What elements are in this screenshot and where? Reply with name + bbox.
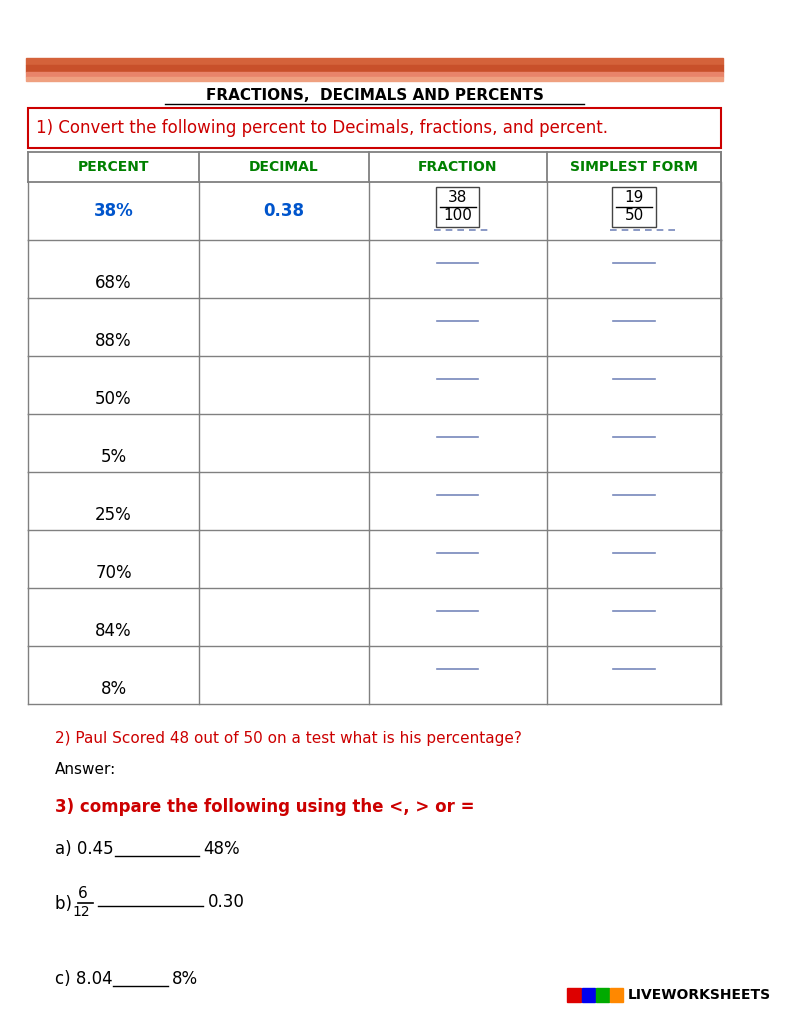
Text: 100: 100 bbox=[443, 209, 472, 223]
Text: 38: 38 bbox=[448, 190, 467, 206]
Bar bbox=[596, 988, 609, 1002]
Text: a) 0.45: a) 0.45 bbox=[55, 840, 113, 858]
Bar bbox=[26, 77, 723, 81]
Text: b): b) bbox=[55, 895, 77, 913]
Text: 1) Convert the following percent to Decimals, fractions, and percent.: 1) Convert the following percent to Deci… bbox=[36, 119, 608, 137]
Bar bbox=[26, 58, 723, 65]
Text: 3) compare the following using the <, > or =: 3) compare the following using the <, > … bbox=[55, 798, 474, 816]
Text: c) 8.04: c) 8.04 bbox=[55, 970, 113, 988]
Text: 0.30: 0.30 bbox=[208, 893, 245, 911]
Text: PERCENT: PERCENT bbox=[78, 160, 149, 174]
Text: 70%: 70% bbox=[95, 564, 132, 582]
Text: 8%: 8% bbox=[172, 970, 198, 988]
Text: 88%: 88% bbox=[95, 332, 132, 350]
Text: 2) Paul Scored 48 out of 50 on a test what is his percentage?: 2) Paul Scored 48 out of 50 on a test wh… bbox=[55, 731, 522, 746]
Text: SIMPLEST FORM: SIMPLEST FORM bbox=[570, 160, 698, 174]
Bar bbox=[436, 187, 480, 227]
Text: 38%: 38% bbox=[94, 202, 133, 220]
Bar bbox=[26, 65, 723, 72]
Bar bbox=[29, 108, 722, 148]
Bar bbox=[581, 988, 595, 1002]
Text: FRACTION: FRACTION bbox=[418, 160, 497, 174]
Text: 8%: 8% bbox=[101, 680, 127, 698]
Text: 19: 19 bbox=[624, 190, 644, 206]
Text: FRACTIONS,  DECIMALS AND PERCENTS: FRACTIONS, DECIMALS AND PERCENTS bbox=[205, 88, 543, 103]
Text: 50%: 50% bbox=[95, 390, 132, 408]
Text: 25%: 25% bbox=[95, 506, 132, 524]
Text: LIVEWORKSHEETS: LIVEWORKSHEETS bbox=[628, 988, 771, 1002]
Text: Answer:: Answer: bbox=[55, 762, 116, 776]
Bar bbox=[567, 988, 580, 1002]
Text: 48%: 48% bbox=[203, 840, 240, 858]
Text: 84%: 84% bbox=[95, 622, 132, 640]
Text: 68%: 68% bbox=[95, 274, 132, 292]
Text: 50: 50 bbox=[624, 209, 644, 223]
Bar bbox=[610, 988, 623, 1002]
Text: 6: 6 bbox=[78, 887, 87, 901]
Text: 5%: 5% bbox=[101, 449, 127, 466]
Text: DECIMAL: DECIMAL bbox=[249, 160, 319, 174]
Bar bbox=[26, 72, 723, 77]
Bar bbox=[612, 187, 656, 227]
Text: 12: 12 bbox=[72, 905, 90, 919]
Text: 0.38: 0.38 bbox=[263, 202, 305, 220]
